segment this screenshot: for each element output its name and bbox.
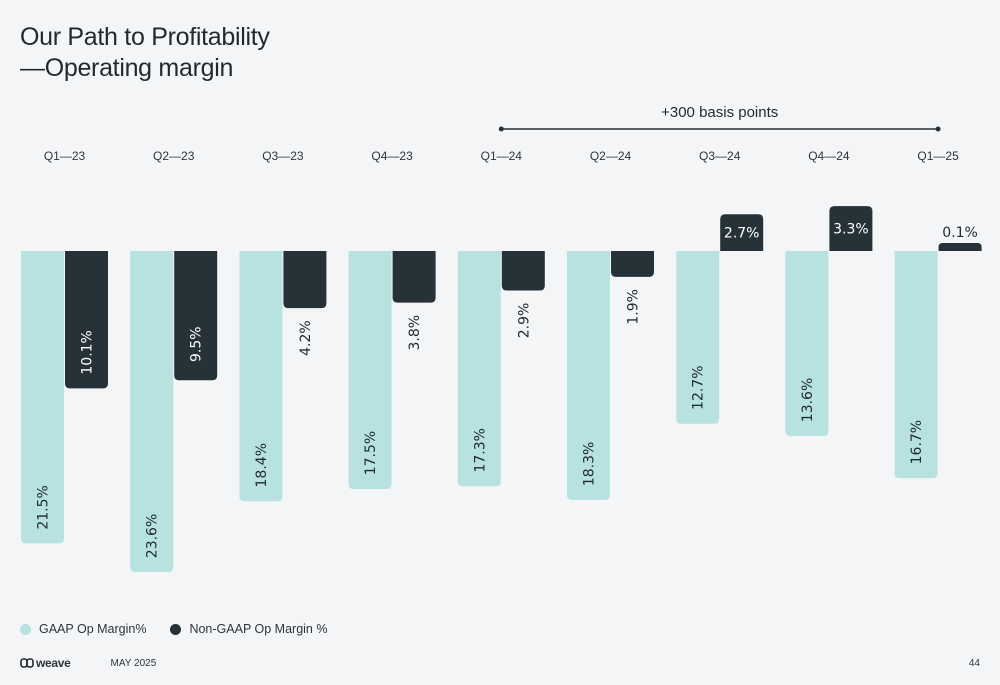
legend-swatch-gaap bbox=[20, 623, 31, 635]
data-label: 13.6% bbox=[800, 378, 816, 422]
data-label: 2.7% bbox=[724, 226, 760, 242]
annotation-start-dot bbox=[498, 126, 504, 132]
x-axis-tick-label: Q1—24 bbox=[481, 149, 523, 163]
non-gaap-bar bbox=[611, 251, 654, 277]
gaap-bar bbox=[894, 251, 938, 479]
x-axis-tick-label: Q2—24 bbox=[590, 149, 632, 163]
data-label: 23.6% bbox=[145, 514, 161, 558]
data-label: 18.4% bbox=[254, 443, 270, 487]
weave-logo-icon bbox=[20, 658, 34, 668]
data-label: 0.1% bbox=[942, 225, 978, 241]
non-gaap-bar bbox=[283, 251, 327, 309]
x-axis-tick-label: Q1—23 bbox=[44, 149, 86, 163]
data-label: 2.9% bbox=[516, 303, 532, 339]
data-label: 3.3% bbox=[833, 222, 869, 238]
data-label: 9.5% bbox=[189, 326, 205, 362]
chart-legend: GAAP Op Margin% Non-GAAP Op Margin % bbox=[20, 622, 351, 636]
x-axis-tick-label: Q4—24 bbox=[808, 149, 850, 163]
page-number: 44 bbox=[968, 657, 980, 669]
x-axis-tick-label: Q1—25 bbox=[917, 149, 959, 163]
footer: weave MAY 2025 44 bbox=[20, 656, 980, 670]
data-label: 10.1% bbox=[80, 330, 96, 374]
gaap-bar bbox=[676, 251, 720, 424]
x-axis-tick-label: Q3—23 bbox=[262, 149, 304, 163]
title-line-2: —Operating margin bbox=[20, 54, 234, 82]
data-label: 17.5% bbox=[363, 431, 379, 475]
gaap-bar bbox=[21, 251, 64, 544]
legend-item-nongaap: Non-GAAP Op Margin % bbox=[170, 622, 327, 636]
non-gaap-bar bbox=[392, 251, 436, 303]
title-line-1: Our Path to Profitability bbox=[20, 23, 270, 51]
data-label: 12.7% bbox=[691, 365, 707, 409]
gaap-bar bbox=[130, 251, 174, 572]
legend-swatch-nongaap bbox=[170, 623, 182, 635]
non-gaap-bar bbox=[501, 251, 545, 291]
weave-logo-text: weave bbox=[36, 656, 71, 670]
data-label: 1.9% bbox=[626, 289, 642, 325]
data-label: 4.2% bbox=[298, 320, 314, 356]
non-gaap-bar bbox=[720, 214, 764, 251]
non-gaap-bar bbox=[829, 206, 873, 251]
data-label: 18.3% bbox=[582, 442, 598, 486]
legend-item-gaap: GAAP Op Margin% bbox=[20, 622, 146, 636]
data-label: 17.3% bbox=[472, 428, 488, 472]
non-gaap-bar bbox=[174, 251, 218, 381]
annotation-label: +300 basis points bbox=[661, 104, 778, 121]
gaap-bar bbox=[348, 251, 392, 489]
data-label: 21.5% bbox=[36, 485, 52, 529]
x-axis-tick-label: Q3—24 bbox=[699, 149, 741, 163]
page-title: Our Path to Profitability —Operating mar… bbox=[20, 22, 270, 84]
data-label: 16.7% bbox=[909, 420, 925, 464]
weave-logo: weave bbox=[20, 656, 71, 670]
gaap-bar bbox=[567, 251, 610, 500]
gaap-bar bbox=[785, 251, 829, 436]
operating-margin-chart: Q1—23 Q2—23 Q3—23 Q4—23 Q1—24 Q2—24 Q3—24 Q4—24… bbox=[21, 104, 982, 572]
x-axis-tick-label: Q4—23 bbox=[371, 149, 413, 163]
data-label: 3.8% bbox=[407, 315, 423, 351]
x-axis-tick-label: Q2—23 bbox=[153, 149, 195, 163]
non-gaap-bar bbox=[938, 243, 982, 251]
annotation-end-dot bbox=[935, 126, 941, 132]
gaap-bar bbox=[239, 251, 283, 502]
footer-date: MAY 2025 bbox=[110, 657, 157, 669]
legend-label-gaap: GAAP Op Margin% bbox=[39, 622, 147, 636]
legend-label-nongaap: Non-GAAP Op Margin % bbox=[189, 622, 328, 636]
non-gaap-bar bbox=[65, 251, 108, 389]
gaap-bar bbox=[457, 251, 501, 487]
